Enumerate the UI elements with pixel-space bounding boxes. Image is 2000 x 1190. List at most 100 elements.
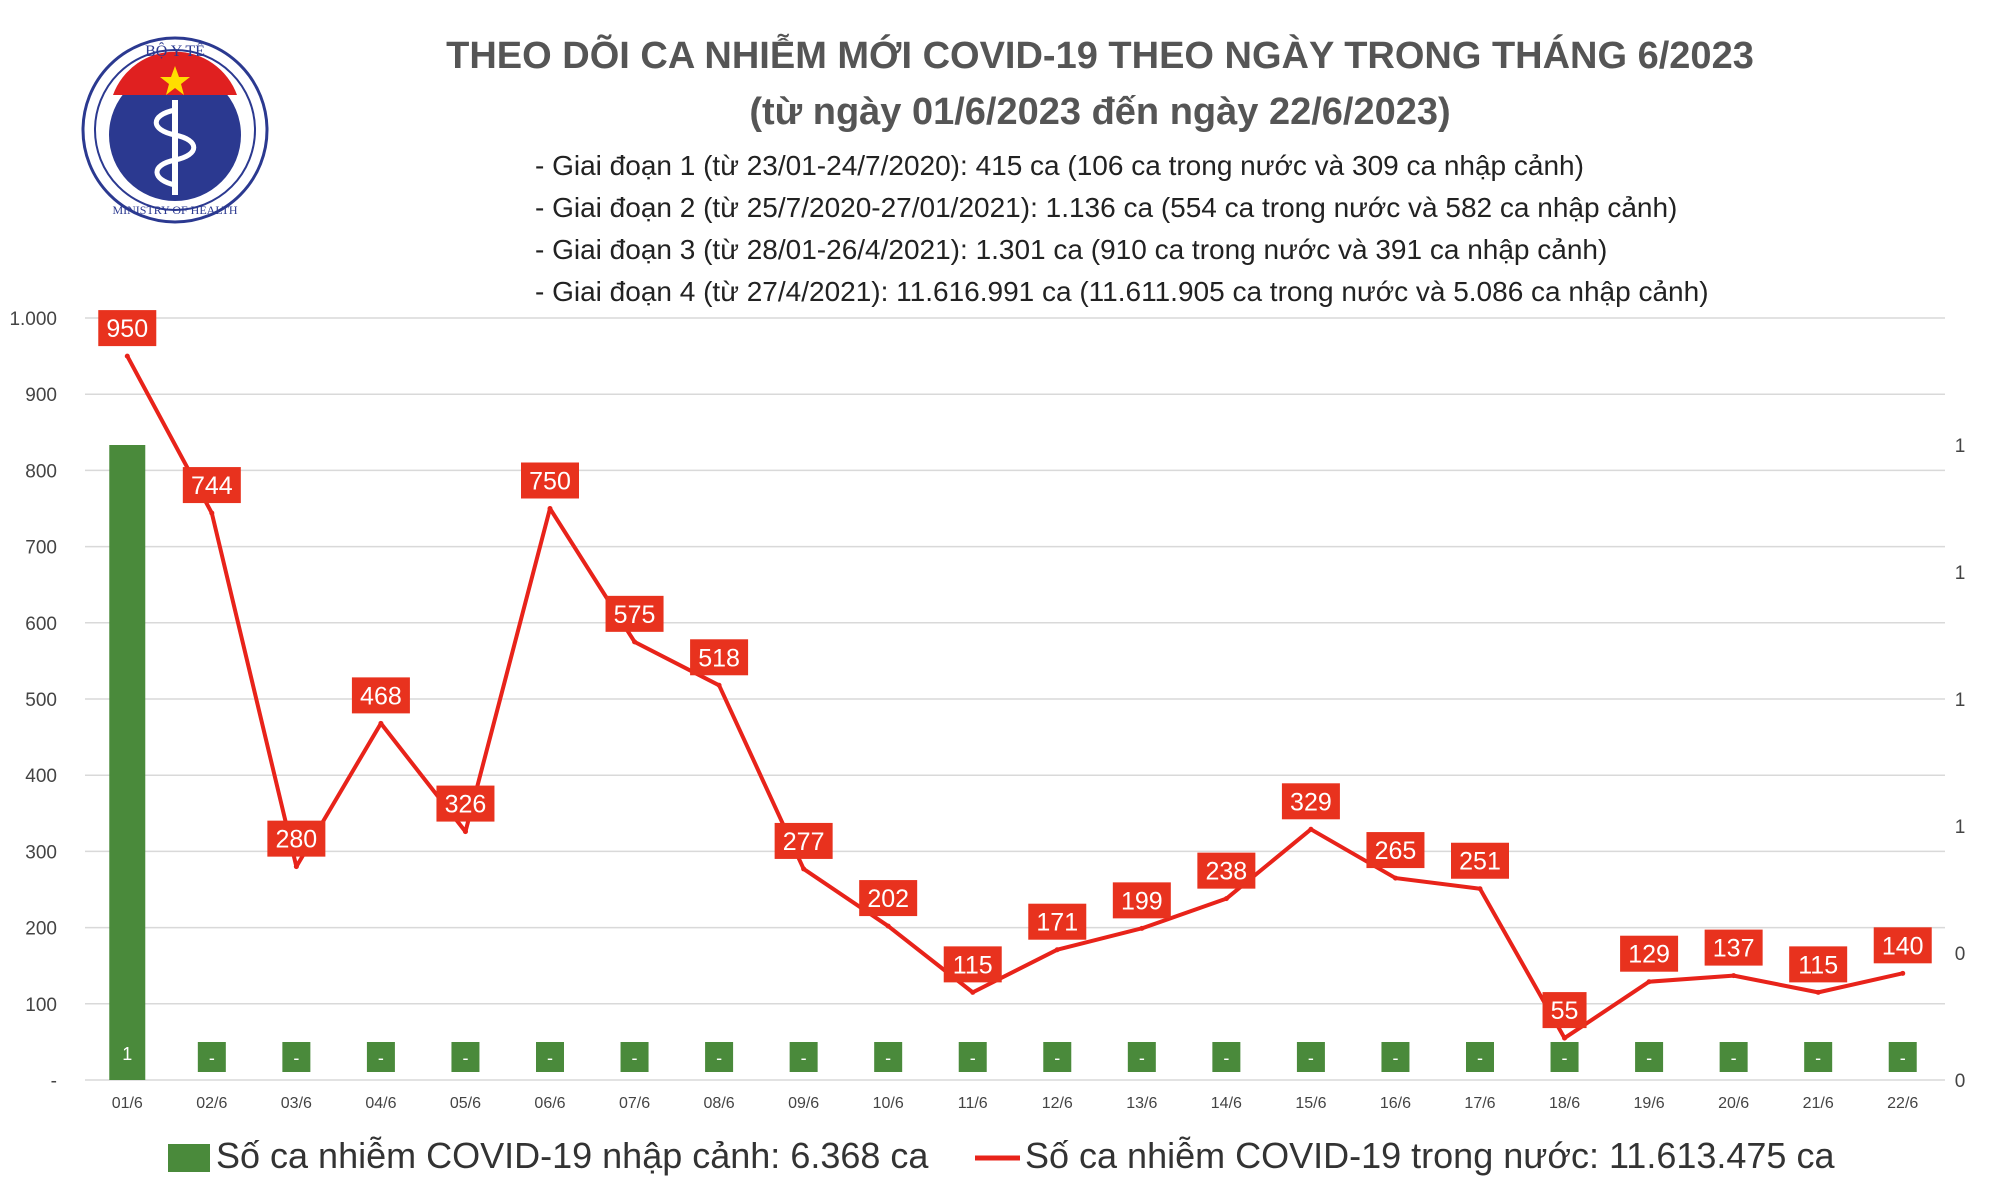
left-tick-label: 400 [25, 766, 57, 787]
bar-zero-marker [874, 1042, 903, 1072]
data-label: 55 [1551, 997, 1579, 1025]
phase-line-4: - Giai đoạn 4 (từ 27/4/2021): 11.616.991… [535, 276, 1709, 307]
left-tick-label: 900 [25, 385, 57, 406]
data-label: 238 [1206, 858, 1248, 886]
data-label: 329 [1290, 788, 1332, 816]
data-label: 115 [953, 951, 993, 979]
left-tick-label: 200 [25, 919, 57, 940]
data-label: 251 [1459, 848, 1501, 876]
data-label-box [1112, 882, 1171, 919]
data-label: 280 [276, 826, 318, 854]
data-label: 326 [445, 791, 487, 819]
x-tick-label: 02/6 [196, 1095, 227, 1112]
chart-subtitle: (từ ngày 01/6/2023 đến ngày 22/6/2023) [749, 91, 1450, 133]
bar-value-label: - [1054, 1048, 1060, 1068]
logo-bottom-text: MINISTRY OF HEALTH [112, 203, 237, 217]
bar-zero-marker [1043, 1042, 1072, 1072]
left-tick-label: 1.000 [9, 309, 57, 330]
phase-line-3: - Giai đoạn 3 (từ 28/01-26/4/2021): 1.30… [535, 234, 1607, 265]
x-tick-label: 11/6 [958, 1095, 988, 1112]
data-label-box [267, 820, 326, 857]
bar-value-label: - [1392, 1048, 1398, 1068]
bar-zero-marker [1804, 1042, 1833, 1072]
right-tick-label: 1 [1955, 563, 1966, 584]
legend: Số ca nhiễm COVID-19 nhập cảnh: 6.368 ca… [168, 1135, 1835, 1176]
left-tick-label: 100 [25, 995, 57, 1016]
data-label: 140 [1882, 932, 1924, 960]
line-series: 950 744 280 468 326 750 575 518 277 202 115 171 199 2… [98, 310, 1932, 1041]
bar-value-label: - [885, 1048, 891, 1068]
bar-zero-marker [705, 1042, 734, 1072]
bar-value-label: - [1900, 1048, 1906, 1068]
line-point [1223, 896, 1229, 902]
data-label-box [1542, 992, 1587, 1029]
data-label: 199 [1121, 887, 1163, 915]
data-label: 468 [360, 682, 402, 710]
bar-value-label: - [293, 1048, 299, 1068]
line-point [970, 989, 976, 995]
phase-line-2: - Giai đoạn 2 (từ 25/7/2020-27/01/2021):… [535, 192, 1677, 223]
data-label: 744 [191, 472, 233, 500]
bar-zero-marker [789, 1042, 818, 1072]
bar-zero-marker [1127, 1042, 1156, 1072]
bar-value-label: 1 [122, 1044, 132, 1064]
line-point [462, 829, 468, 835]
bar-value-label: - [1223, 1048, 1229, 1068]
bar-value-label: - [801, 1048, 807, 1068]
x-tick-label: 18/6 [1549, 1095, 1580, 1112]
data-label-box [1028, 903, 1087, 940]
data-label-box [1197, 852, 1256, 889]
x-tick-label: 08/6 [704, 1095, 735, 1112]
x-axis: 01/6 02/6 03/6 04/6 05/6 06/6 07/6 08/6 09/6 10/6… [112, 1095, 1919, 1112]
bar-value-label: - [632, 1048, 638, 1068]
bar-zero-marker [1296, 1042, 1325, 1072]
bar-series: 1 - - - - - - - - - - - - - - - - - - - - - [109, 445, 1917, 1080]
bar-zero-marker [1466, 1042, 1494, 1072]
bar-value-label: - [970, 1048, 976, 1068]
bar [109, 445, 146, 1080]
grid-lines [85, 317, 1945, 1081]
data-label-box [1620, 935, 1679, 972]
right-tick-label: 0 [1955, 1071, 1966, 1092]
bar-value-label: - [209, 1048, 215, 1068]
data-label-box [690, 639, 749, 676]
line-point [547, 506, 553, 511]
x-tick-label: 06/6 [534, 1095, 565, 1112]
x-tick-label: 09/6 [788, 1095, 819, 1112]
bar-value-label: - [378, 1048, 384, 1068]
logo-top-text: BỘ Y TẾ [145, 41, 205, 60]
data-label: 575 [614, 601, 656, 629]
right-tick-label: 1 [1955, 436, 1966, 457]
line-point [1477, 886, 1483, 892]
line-point [1054, 947, 1060, 953]
bar-zero-marker [197, 1042, 226, 1072]
line-point [1139, 925, 1145, 931]
data-label-box [943, 946, 1002, 983]
bar-zero-marker [1212, 1042, 1241, 1072]
bar-value-label: - [547, 1048, 553, 1068]
chart-title: THEO DÕI CA NHIỄM MỚI COVID-19 THEO NGÀY… [446, 33, 1754, 77]
right-tick-label: 0 [1955, 944, 1966, 965]
line-point [1308, 826, 1314, 832]
bar-value-label: - [1815, 1048, 1821, 1068]
legend-line-label: Số ca nhiễm COVID-19 trong nước: 11.613.… [1025, 1135, 1835, 1176]
ministry-logo: BỘ Y TẾ MINISTRY OF HEALTH [81, 36, 269, 224]
bar-value-label: - [1562, 1048, 1568, 1068]
line-point [293, 864, 299, 870]
line-point [632, 639, 638, 645]
line-point [1562, 1035, 1568, 1041]
left-axis: - 100 200 300 400 500 600 700 800 900 1.000 [9, 309, 57, 1092]
data-label: 171 [1036, 909, 1078, 937]
data-label-box [1789, 946, 1848, 983]
line-point [1392, 875, 1398, 881]
data-label: 137 [1713, 935, 1755, 963]
line-point [1815, 989, 1821, 995]
line-point [378, 720, 384, 726]
data-label-box [1704, 929, 1763, 966]
data-label-box [521, 462, 579, 499]
data-label: 129 [1628, 941, 1670, 969]
data-label-box [774, 822, 833, 859]
x-tick-label: 22/6 [1887, 1095, 1918, 1112]
line-point [1731, 973, 1737, 979]
